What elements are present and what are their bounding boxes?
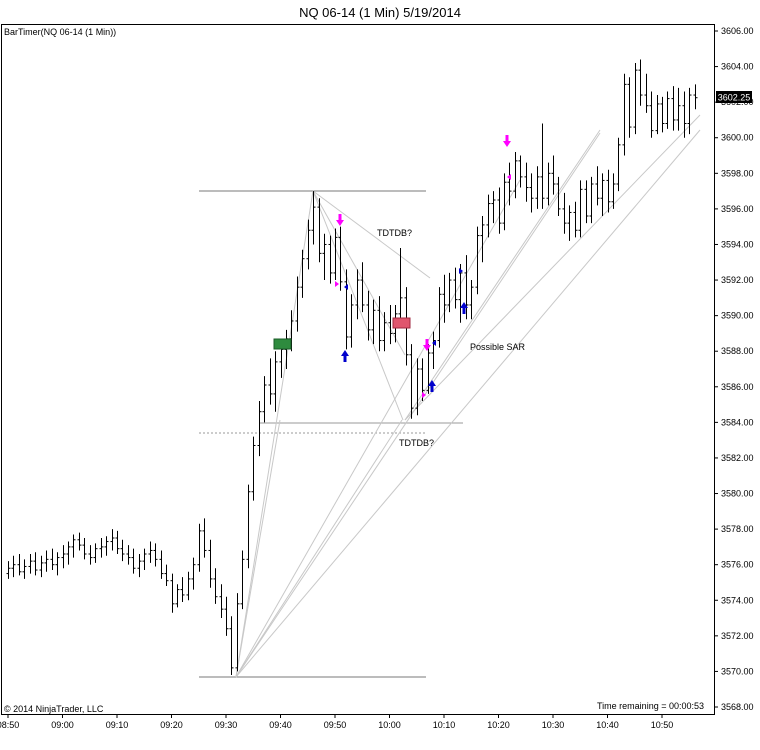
annotation-tdtdb-top: TDTDB?	[377, 228, 412, 238]
sell-setup-marker-icon	[507, 174, 511, 180]
down-arrow-icon	[423, 339, 431, 351]
y-tick-label: 3580.00	[721, 489, 754, 499]
fan-line-4	[235, 129, 701, 678]
y-tick-label: 3578.00	[721, 524, 754, 534]
buy-setup-marker-icon	[344, 284, 348, 290]
x-tick-label: 08:50	[0, 720, 19, 730]
x-tick-label: 09:50	[324, 720, 347, 730]
y-tick-label: 3568.00	[721, 702, 754, 712]
y-tick-label: 3604.00	[721, 62, 754, 72]
y-tick-label: 3596.00	[721, 204, 754, 214]
annotation-tdtdb-bottom: TDTDB?	[399, 438, 434, 448]
fan-line-6	[235, 179, 521, 678]
y-tick-label: 3574.00	[721, 595, 754, 605]
copyright-label: © 2014 NinjaTrader, LLC	[4, 704, 104, 714]
y-tick-label: 3606.00	[721, 26, 754, 36]
y-tick-label: 3600.00	[721, 133, 754, 143]
y-tick-label: 3590.00	[721, 311, 754, 321]
buy-setup-marker-icon	[459, 268, 463, 274]
x-tick-label: 10:40	[596, 720, 619, 730]
x-tick-label: 09:30	[215, 720, 238, 730]
last-price-marker	[716, 91, 752, 103]
chart-title: NQ 06-14 (1 Min) 5/19/2014	[299, 5, 461, 20]
red-signal-box	[392, 317, 411, 329]
y-tick-label: 3572.00	[721, 631, 754, 641]
buy-setup-marker-icon	[432, 340, 436, 346]
annotation-possible-sar: Possible SAR	[470, 342, 526, 352]
sell-setup-marker-icon	[335, 281, 339, 287]
y-tick-label: 3592.00	[721, 275, 754, 285]
x-tick-label: 10:00	[378, 720, 401, 730]
sell-setup-marker-icon	[422, 392, 426, 398]
y-tick-label: 3576.00	[721, 560, 754, 570]
x-tick-label: 09:00	[51, 720, 74, 730]
up-trend-line-2	[404, 114, 701, 421]
up-trend-line-1	[404, 129, 601, 421]
x-tick-label: 09:40	[269, 720, 292, 730]
y-tick-label: 3582.00	[721, 453, 754, 463]
last-price-label: 3602.25	[718, 93, 751, 103]
indicator-label: BarTimer(NQ 06-14 (1 Min))	[4, 27, 116, 37]
y-tick-label: 3584.00	[721, 417, 754, 427]
fan-down-2	[312, 190, 431, 279]
fan-line-2	[235, 419, 281, 678]
down-arrow-icon	[336, 214, 344, 226]
down-arrow-icon	[503, 135, 511, 147]
plot-area-border	[1, 24, 715, 715]
up-arrow-icon	[460, 302, 468, 314]
up-arrow-icon	[341, 350, 349, 362]
x-tick-label: 10:20	[487, 720, 510, 730]
fan-line-1	[235, 190, 314, 678]
y-tick-label: 3570.00	[721, 666, 754, 676]
y-tick-label: 3586.00	[721, 382, 754, 392]
y-tick-label: 3598.00	[721, 168, 754, 178]
y-tick-label: 3594.00	[721, 239, 754, 249]
time-remaining-label: Time remaining = 00:00:53	[597, 701, 704, 711]
x-tick-label: 09:10	[106, 720, 129, 730]
up-arrow-icon	[428, 380, 436, 392]
fan-line-3	[235, 419, 403, 678]
x-tick-label: 10:50	[651, 720, 674, 730]
x-tick-label: 09:20	[160, 720, 183, 730]
x-tick-label: 10:10	[433, 720, 456, 730]
fan-down-3	[312, 190, 406, 356]
green-signal-box	[273, 338, 292, 350]
y-tick-label: 3588.00	[721, 346, 754, 356]
x-tick-label: 10:30	[542, 720, 565, 730]
